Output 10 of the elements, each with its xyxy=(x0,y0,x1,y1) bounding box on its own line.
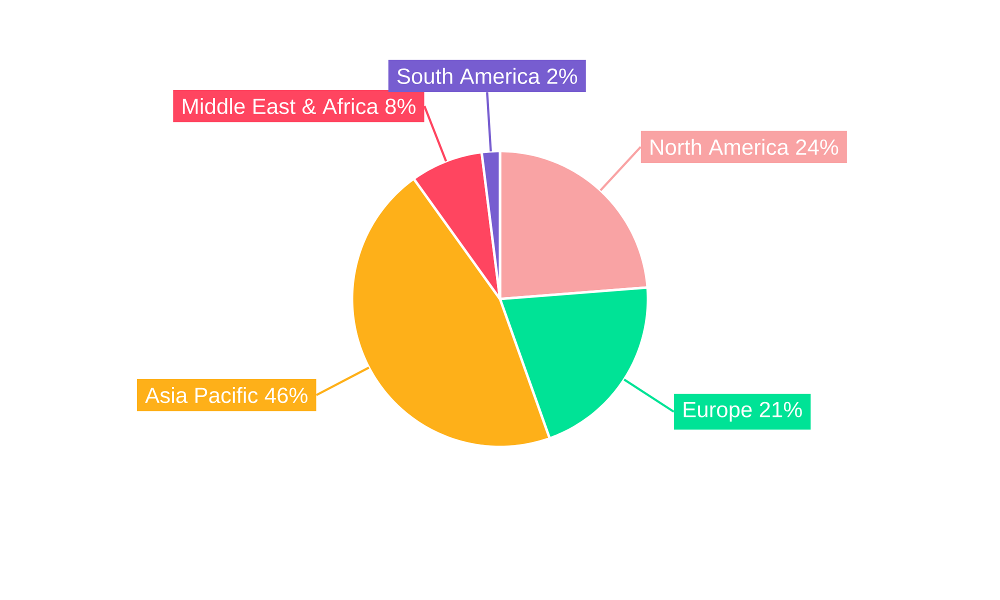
data-label: 2% xyxy=(547,68,578,84)
data-label: 24% xyxy=(796,139,838,155)
data-label: 21% xyxy=(760,402,802,418)
data-label: 46% xyxy=(264,388,308,404)
slice-label: Europe xyxy=(684,402,752,422)
slice-label: Asia Pacific xyxy=(145,387,258,404)
slice-label: North America xyxy=(650,138,789,155)
data-label: 8% xyxy=(386,98,416,114)
slice-label: Middle East & Africa xyxy=(182,98,378,114)
slice-label: South America xyxy=(397,68,540,84)
